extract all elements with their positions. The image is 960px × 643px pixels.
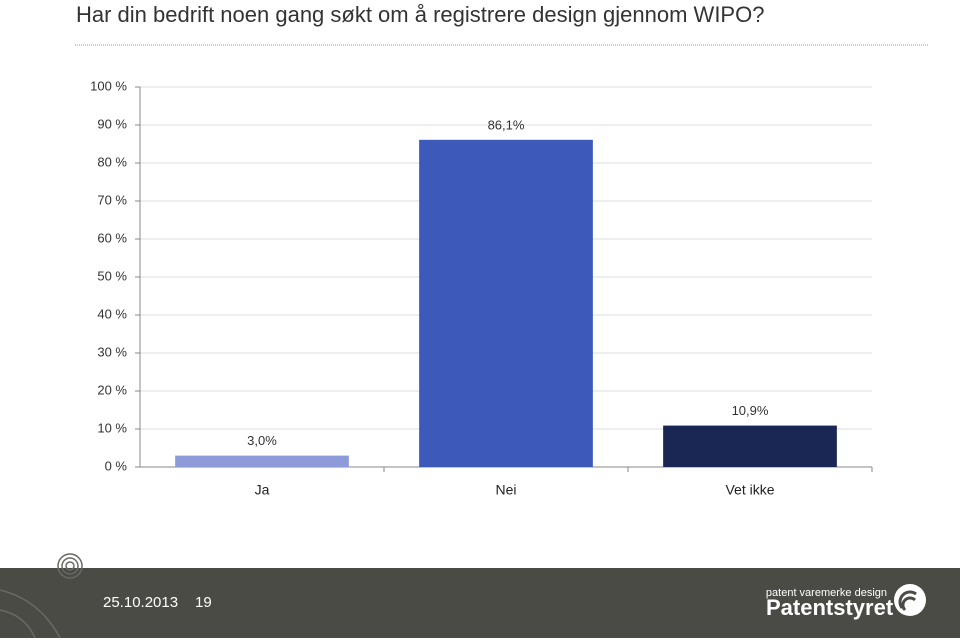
footer-ornament xyxy=(0,553,83,639)
x-tick-label: Ja xyxy=(255,482,270,498)
y-tick-label: 10 % xyxy=(97,420,127,435)
logo-tagline: patent varemerke design xyxy=(766,587,887,599)
y-tick-label: 30 % xyxy=(97,344,127,359)
y-tick-label: 40 % xyxy=(97,306,127,321)
y-tick-label: 80 % xyxy=(97,154,127,169)
slide-title: Har din bedrift noen gang søkt om å regi… xyxy=(76,2,764,27)
y-tick-label: 90 % xyxy=(97,116,127,131)
y-tick-label: 20 % xyxy=(97,382,127,397)
footer-date: 25.10.2013 xyxy=(103,594,178,611)
logo-mark xyxy=(894,584,926,616)
bar xyxy=(663,425,837,467)
y-tick-label: 0 % xyxy=(105,458,128,473)
footer-page: 19 xyxy=(195,594,212,611)
bar xyxy=(419,139,593,467)
value-label: 3,0% xyxy=(247,433,277,448)
y-tick-label: 50 % xyxy=(97,268,127,283)
y-tick-label: 70 % xyxy=(97,192,127,207)
y-tick-label: 60 % xyxy=(97,230,127,245)
value-label: 86,1% xyxy=(488,117,525,132)
x-tick-label: Nei xyxy=(495,482,516,498)
x-tick-label: Vet ikke xyxy=(725,482,774,498)
plot-area: 0 % 10 % 20 % 30 % 40 % 50 % 60 % 70 % 80 % 90 % 1… xyxy=(90,78,873,498)
bar xyxy=(175,455,349,467)
footer-band xyxy=(0,568,960,638)
y-tick-label: 100 % xyxy=(90,78,127,93)
logo-name: Patentstyret xyxy=(766,595,894,620)
value-label: 10,9% xyxy=(732,403,769,418)
